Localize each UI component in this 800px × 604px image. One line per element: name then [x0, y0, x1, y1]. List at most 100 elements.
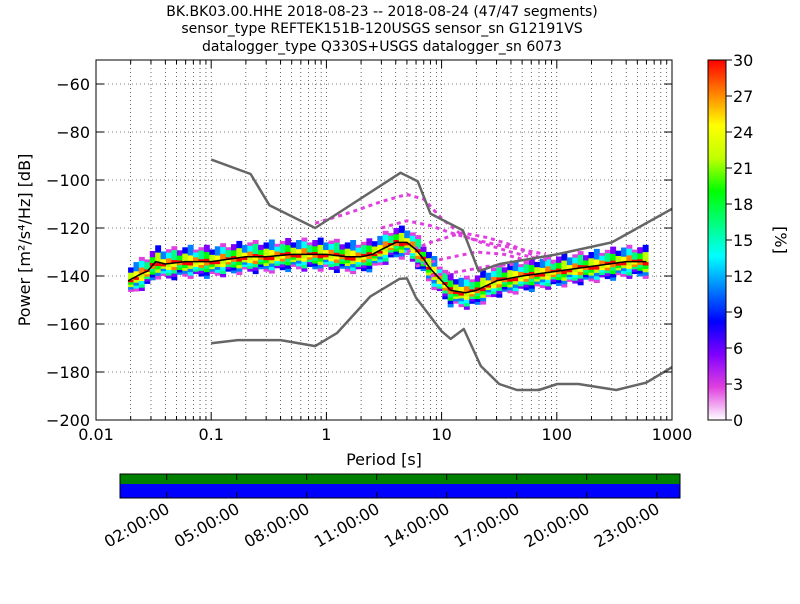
ppsd-density-cell: [572, 280, 579, 284]
ppsd-density-cell: [469, 288, 476, 292]
ppsd-density-cell: [231, 264, 237, 268]
ppsd-density-cell: [447, 283, 454, 288]
ppsd-density-cell: [214, 263, 221, 267]
ppsd-density-cell: [333, 265, 340, 270]
ppsd-density-cell: [474, 284, 481, 288]
ppsd-density-cell: [610, 250, 617, 254]
ppsd-density-cell: [323, 261, 329, 265]
ppsd-density-cell: [610, 270, 617, 275]
ppsd-density-cell: [507, 281, 514, 285]
ppsd-density-cell: [128, 284, 134, 288]
ppsd-density-cell: [431, 282, 438, 287]
ppsd-density-cell: [637, 255, 644, 260]
ppsd-density-cell: [550, 264, 557, 268]
ppsd-density-cell: [426, 257, 432, 262]
ppsd-density-cell: [361, 241, 367, 246]
ppsd-density-cell: [469, 293, 476, 297]
ppsd-density-cell: [176, 267, 183, 270]
ppsd-density-cell: [290, 242, 297, 246]
ppsd-density-cell: [366, 258, 373, 263]
ppsd-density-cell: [453, 286, 459, 290]
ppsd-density-cell: [241, 249, 248, 253]
ppsd-density-cell: [225, 254, 232, 258]
ppsd-density-cell: [512, 284, 519, 288]
ppsd-density-cell: [593, 248, 600, 253]
ppsd-density-cell: [480, 270, 487, 275]
ppsd-density-cell: [268, 256, 275, 261]
ppsd-density-cell: [453, 298, 459, 302]
ppsd-density-cell: [631, 261, 638, 265]
ppsd-density-cell: [610, 266, 617, 271]
ppsd-density-cell: [577, 251, 584, 255]
ppsd-density-cell: [431, 279, 438, 284]
ppsd-density-cell: [545, 259, 552, 263]
ppsd-density-cell: [166, 249, 172, 253]
ppsd-density-cell: [274, 248, 281, 252]
ppsd-density-cell: [279, 261, 286, 265]
ppsd-density-cell: [469, 300, 476, 304]
ppsd-density-cell: [631, 249, 638, 253]
ppsd-density-cell: [166, 255, 172, 259]
ppsd-density-cell: [231, 261, 237, 265]
ppsd-density-cell: [420, 253, 427, 257]
ppsd-density-cell: [258, 249, 264, 253]
y-tick-label: −100: [46, 171, 90, 190]
ppsd-density-cell: [279, 243, 286, 248]
ppsd-density-cell: [431, 262, 438, 267]
ppsd-density-cell: [263, 262, 270, 266]
ppsd-density-cell: [447, 286, 454, 291]
ppsd-density-cell: [409, 255, 416, 259]
ppsd-density-cell: [149, 265, 156, 269]
ppsd-density-cell: [350, 270, 357, 275]
ppsd-density-cell: [182, 261, 189, 266]
ppsd-density-cell: [176, 257, 183, 261]
ppsd-density-cell: [247, 242, 254, 246]
ppsd-density-cell: [561, 270, 568, 275]
ppsd-density-cell: [610, 276, 617, 281]
ppsd-density-cell: [404, 235, 411, 239]
ppsd-density-cell: [588, 252, 595, 256]
ppsd-density-cell: [572, 262, 579, 267]
ppsd-density-cell: [263, 268, 270, 272]
ppsd-density-cell: [642, 265, 649, 269]
ppsd-density-cell: [344, 253, 351, 258]
ppsd-density-cell: [631, 252, 638, 255]
ppsd-density-cell: [480, 280, 487, 285]
ppsd-density-cell: [626, 271, 633, 276]
ppsd-density-cell: [339, 261, 346, 264]
ppsd-density-cell: [637, 261, 644, 265]
ppsd-density-cell: [485, 291, 492, 295]
ppsd-density-cell: [593, 269, 600, 273]
ppsd-density-cell: [545, 272, 552, 277]
ppsd-density-cell: [539, 261, 546, 266]
ppsd-density-cell: [155, 262, 162, 266]
ppsd-density-cell: [258, 252, 264, 255]
ppsd-density-cell: [453, 281, 459, 285]
ppsd-density-cell: [431, 266, 438, 270]
ppsd-density-cell: [474, 287, 481, 291]
ppsd-density-cell: [312, 260, 319, 264]
ppsd-density-cell: [225, 249, 232, 253]
ppsd-density-cell: [220, 266, 227, 271]
ppsd-density-cell: [241, 259, 248, 263]
ppsd-density-cell: [214, 269, 221, 273]
ppsd-density-cell: [382, 234, 389, 238]
ppsd-density-cell: [198, 261, 205, 265]
ppsd-density-cell: [404, 240, 411, 243]
ppsd-density-cell: [203, 254, 210, 259]
ppsd-density-cell: [241, 266, 248, 270]
ppsd-density-cell: [182, 247, 189, 251]
ppsd-density-cell: [626, 254, 633, 259]
ppsd-density-cell: [512, 287, 519, 292]
ppsd-density-cell: [523, 272, 530, 276]
ppsd-density-cell: [621, 273, 627, 277]
ppsd-density-cell: [236, 261, 243, 265]
ppsd-density-cell: [458, 295, 465, 299]
ppsd-density-cell: [306, 244, 313, 248]
ppsd-density-cell: [160, 270, 167, 274]
ppsd-density-cell: [193, 264, 199, 267]
ppsd-density-cell: [523, 263, 530, 268]
ppsd-density-cell: [193, 259, 199, 263]
ppsd-density-cell: [480, 300, 487, 305]
ppsd-density-cell: [534, 261, 541, 265]
